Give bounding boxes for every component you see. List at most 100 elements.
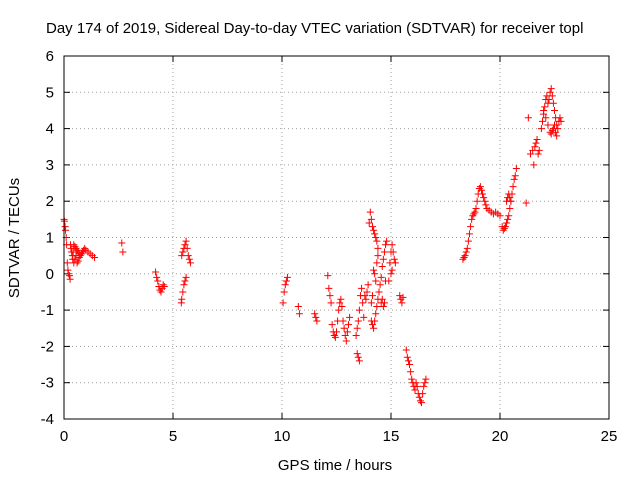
data-point bbox=[473, 197, 481, 205]
data-point bbox=[511, 172, 519, 180]
data-point bbox=[534, 150, 542, 158]
data-point bbox=[556, 114, 564, 122]
data-point bbox=[353, 350, 361, 358]
data-point bbox=[179, 248, 187, 256]
data-point bbox=[391, 259, 399, 267]
data-point bbox=[340, 324, 348, 332]
data-point bbox=[362, 295, 370, 303]
data-point bbox=[181, 277, 189, 285]
data-point bbox=[469, 212, 477, 220]
data-point bbox=[354, 317, 362, 325]
data-point bbox=[548, 126, 556, 134]
data-point bbox=[371, 270, 379, 278]
data-point bbox=[367, 299, 375, 307]
data-point bbox=[459, 255, 467, 263]
data-point bbox=[477, 186, 485, 194]
data-point bbox=[383, 237, 391, 245]
data-point bbox=[553, 132, 561, 140]
data-point bbox=[531, 143, 539, 151]
data-point bbox=[500, 224, 508, 232]
data-point bbox=[407, 368, 415, 376]
data-point bbox=[480, 194, 488, 202]
y-tick-label: -2 bbox=[41, 338, 54, 355]
data-point bbox=[404, 357, 412, 365]
data-point bbox=[376, 281, 384, 289]
data-point bbox=[549, 125, 557, 133]
data-point bbox=[468, 215, 476, 223]
data-point bbox=[326, 292, 334, 300]
data-point bbox=[377, 273, 385, 281]
data-point bbox=[412, 379, 420, 387]
y-tick-label: 0 bbox=[46, 266, 54, 283]
data-point bbox=[387, 270, 395, 278]
data-point bbox=[337, 295, 345, 303]
x-tick-label: 25 bbox=[601, 428, 618, 445]
data-point bbox=[533, 135, 541, 143]
data-point bbox=[467, 223, 475, 231]
data-point bbox=[325, 284, 333, 292]
data-point bbox=[532, 139, 540, 147]
data-point bbox=[344, 321, 352, 329]
data-point bbox=[547, 130, 555, 138]
data-point bbox=[342, 337, 350, 345]
data-point bbox=[374, 252, 382, 260]
data-point bbox=[368, 321, 376, 329]
data-point bbox=[415, 393, 423, 401]
data-point bbox=[354, 353, 362, 361]
x-tick-label: 0 bbox=[60, 428, 68, 445]
data-point bbox=[522, 199, 530, 207]
data-point bbox=[463, 244, 471, 252]
data-point bbox=[378, 263, 386, 271]
data-point bbox=[373, 259, 381, 267]
data-point bbox=[184, 252, 192, 260]
data-point bbox=[501, 223, 509, 231]
data-point bbox=[73, 259, 81, 267]
data-point bbox=[327, 299, 335, 307]
data-point bbox=[370, 324, 378, 332]
data-point bbox=[181, 241, 189, 249]
data-point bbox=[481, 197, 489, 205]
data-point bbox=[154, 277, 162, 285]
data-point bbox=[379, 255, 387, 263]
data-point bbox=[279, 299, 287, 307]
y-tick-label: -3 bbox=[41, 375, 54, 392]
data-point bbox=[388, 266, 396, 274]
data-point bbox=[153, 273, 161, 281]
y-tick-label: 3 bbox=[46, 157, 54, 174]
data-point bbox=[311, 310, 319, 318]
data-point bbox=[416, 397, 424, 405]
y-tick-label: 1 bbox=[46, 230, 54, 247]
data-point bbox=[313, 317, 321, 325]
data-point bbox=[72, 252, 80, 260]
data-point bbox=[496, 212, 504, 220]
data-point bbox=[499, 226, 507, 234]
data-point bbox=[539, 117, 547, 125]
data-point bbox=[372, 310, 380, 318]
data-point bbox=[524, 114, 532, 122]
data-point bbox=[72, 244, 80, 252]
data-point bbox=[460, 253, 468, 261]
data-point bbox=[505, 190, 513, 198]
data-point bbox=[504, 215, 512, 223]
chart-title: Day 174 of 2019, Sidereal Day-to-day VTE… bbox=[46, 20, 583, 37]
data-point bbox=[371, 230, 379, 238]
data-point bbox=[75, 253, 83, 261]
data-point bbox=[283, 273, 291, 281]
data-point bbox=[529, 146, 537, 154]
data-point bbox=[294, 302, 302, 310]
data-point bbox=[530, 161, 538, 169]
data-point bbox=[388, 241, 396, 249]
data-point bbox=[411, 386, 419, 394]
data-point bbox=[542, 114, 550, 122]
data-point bbox=[353, 324, 361, 332]
data-point bbox=[70, 241, 78, 249]
y-tick-label: -4 bbox=[41, 411, 54, 428]
x-tick-label: 20 bbox=[492, 428, 509, 445]
data-point bbox=[159, 281, 167, 289]
data-point bbox=[282, 277, 290, 285]
data-point bbox=[403, 353, 411, 361]
data-point bbox=[368, 223, 376, 231]
data-point bbox=[185, 255, 193, 263]
data-point bbox=[399, 293, 407, 301]
x-tick-label: 5 bbox=[169, 428, 177, 445]
